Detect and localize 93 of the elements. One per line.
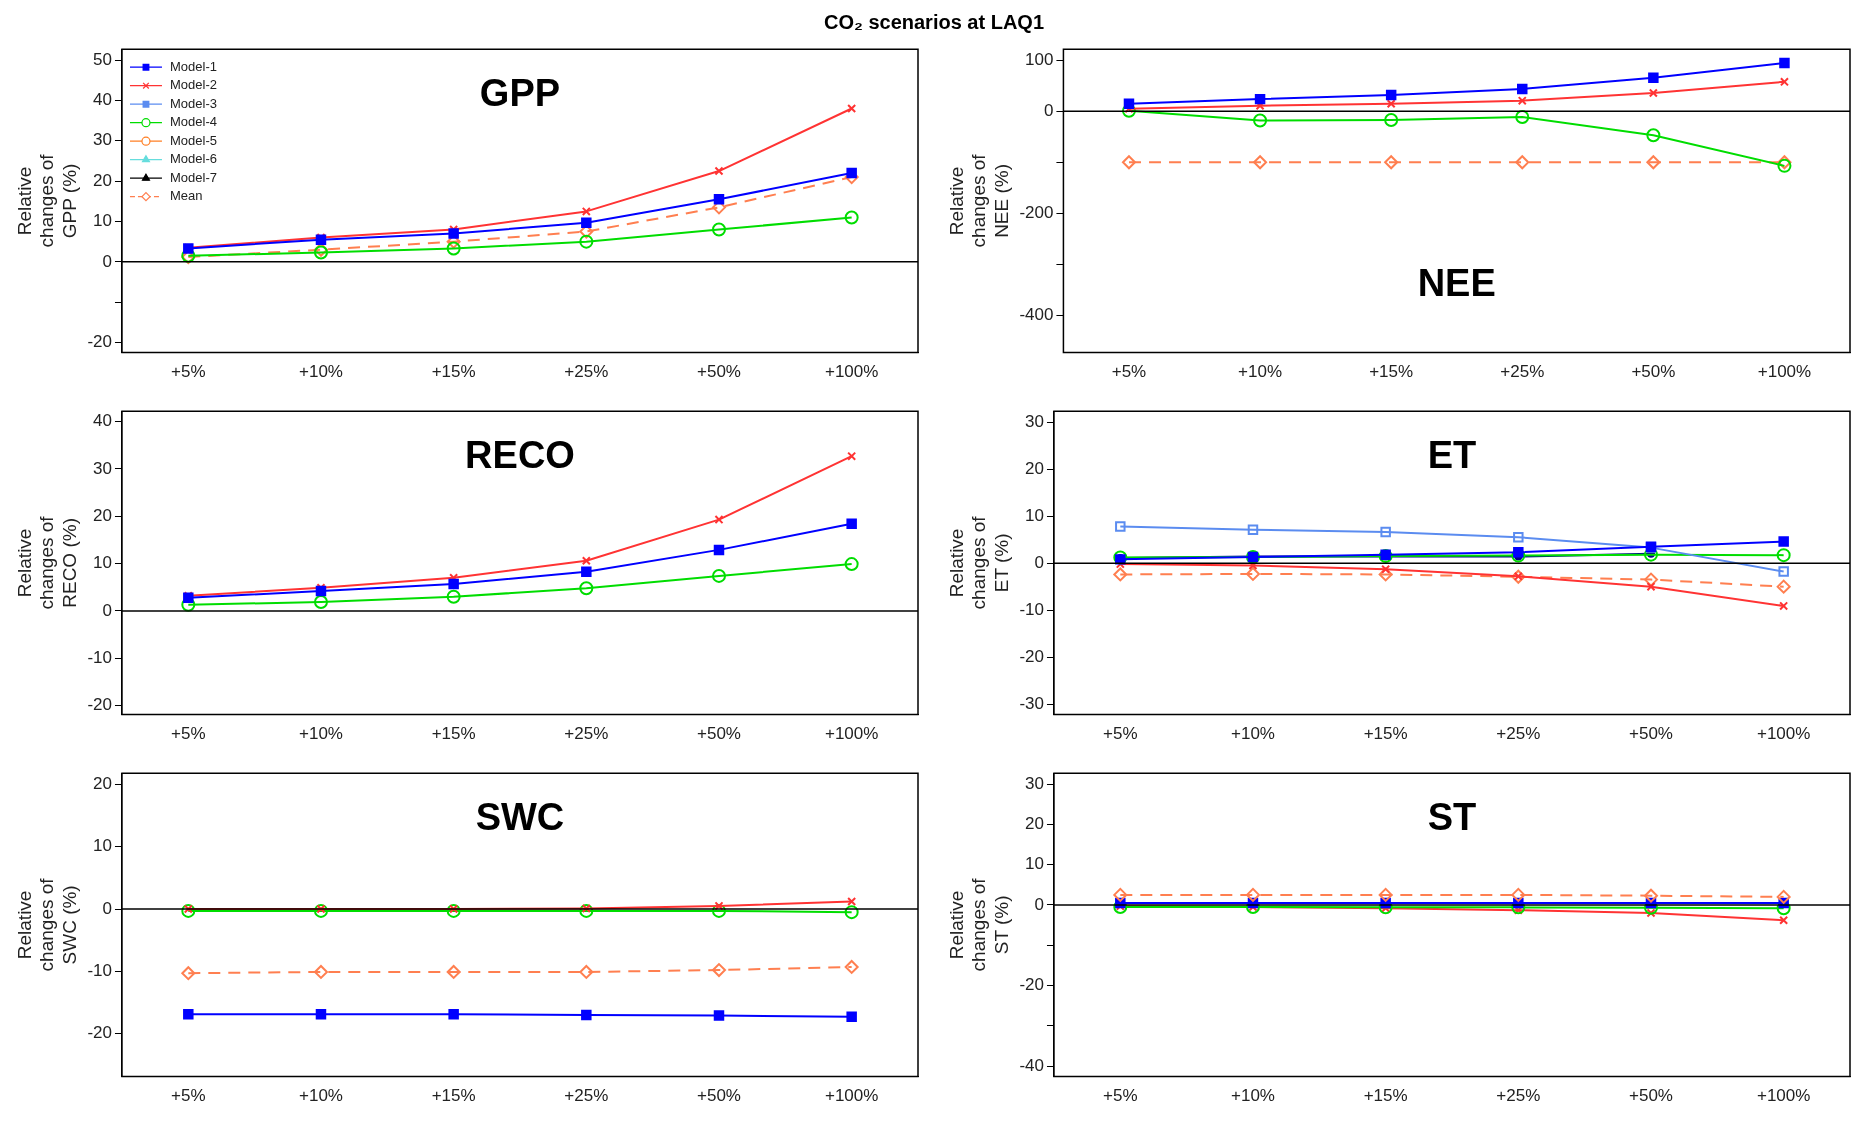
y-tick-label: 20 bbox=[1025, 458, 1044, 478]
x-tick-label: +10% bbox=[299, 724, 343, 744]
y-tick-label: 0 bbox=[102, 898, 112, 918]
y-tick-label: 0 bbox=[102, 251, 112, 271]
y-axis-title: Relative changes of GPP (%) bbox=[13, 153, 81, 248]
y-tick-label: 20 bbox=[1025, 814, 1044, 834]
y-tick-label: 10 bbox=[93, 836, 112, 856]
x-tick-label: +25% bbox=[1500, 362, 1545, 382]
text: RECO bbox=[465, 433, 575, 476]
x-tick-label: +100% bbox=[824, 362, 879, 382]
text: CO₂ scenarios at LAQ1 bbox=[822, 10, 1046, 35]
x-tick-label: +100% bbox=[1756, 724, 1811, 744]
x-tick-label: +25% bbox=[564, 362, 609, 382]
y-tick-label: 40 bbox=[93, 90, 112, 110]
y-tick-label: 30 bbox=[1025, 411, 1044, 431]
x-tick-label: +100% bbox=[1757, 362, 1812, 382]
x-tick-label: +50% bbox=[697, 1086, 741, 1106]
y-tick-label: 10 bbox=[1025, 854, 1044, 874]
text: ET bbox=[1427, 433, 1477, 476]
legend-label: Model-5 bbox=[169, 132, 217, 148]
text: NEE bbox=[1417, 262, 1496, 305]
legend-label: Model-3 bbox=[169, 95, 217, 111]
y-tick-label: -10 bbox=[1019, 599, 1044, 619]
y-tick-label: -20 bbox=[1019, 646, 1044, 666]
x-tick-label: +15% bbox=[1363, 1086, 1408, 1106]
y-tick-label: 30 bbox=[93, 130, 112, 150]
x-tick-label: +15% bbox=[1369, 362, 1414, 382]
x-tick-label: +50% bbox=[697, 362, 741, 382]
y-tick-label: -20 bbox=[87, 1023, 112, 1043]
x-tick-label: +50% bbox=[697, 724, 741, 744]
y-tick-label: -40 bbox=[1019, 1055, 1044, 1075]
y-axis-title: Relative changes of SWC (%) bbox=[13, 877, 81, 972]
x-tick-label: +5% bbox=[171, 724, 206, 744]
x-tick-label: +5% bbox=[1103, 724, 1138, 744]
text: GPP bbox=[479, 71, 561, 114]
y-tick-label: -400 bbox=[1019, 304, 1054, 324]
x-tick-label: +100% bbox=[824, 724, 879, 744]
y-tick-label: 30 bbox=[93, 458, 112, 478]
legend-label: Model-2 bbox=[169, 77, 217, 93]
x-tick-label: +15% bbox=[431, 724, 476, 744]
y-tick-label: 10 bbox=[93, 553, 112, 573]
y-tick-label: -20 bbox=[87, 695, 112, 715]
y-tick-label: -200 bbox=[1019, 202, 1054, 222]
x-tick-label: +5% bbox=[171, 362, 206, 382]
y-axis-title: Relative changes of RECO (%) bbox=[13, 515, 81, 610]
x-tick-label: +25% bbox=[564, 724, 609, 744]
legend-label: Model-4 bbox=[169, 114, 217, 130]
x-tick-label: +5% bbox=[1111, 362, 1147, 382]
x-tick-label: +15% bbox=[431, 362, 476, 382]
y-tick-label: 10 bbox=[93, 211, 112, 231]
x-tick-label: +10% bbox=[299, 1086, 343, 1106]
y-tick-label: 30 bbox=[1025, 773, 1044, 793]
y-tick-label: 20 bbox=[93, 170, 112, 190]
text: ST bbox=[1427, 795, 1477, 838]
legend-label: Model-1 bbox=[169, 58, 217, 74]
y-tick-label: -20 bbox=[87, 332, 112, 352]
x-tick-label: +15% bbox=[431, 1086, 476, 1106]
legend-label: Model-7 bbox=[169, 169, 217, 185]
y-tick-label: 0 bbox=[1034, 894, 1044, 914]
x-tick-label: +10% bbox=[1231, 1086, 1275, 1106]
y-tick-label: 10 bbox=[1025, 505, 1044, 525]
legend-label: Model-6 bbox=[169, 151, 217, 167]
x-tick-label: +50% bbox=[1629, 1086, 1673, 1106]
x-tick-label: +100% bbox=[1756, 1086, 1811, 1106]
x-tick-label: +50% bbox=[1629, 724, 1673, 744]
text: SWC bbox=[475, 795, 565, 838]
x-tick-label: +10% bbox=[1238, 362, 1283, 382]
y-tick-label: -10 bbox=[87, 961, 112, 980]
y-axis-title: Relative changes of NEE (%) bbox=[945, 153, 1013, 248]
y-tick-label: 0 bbox=[1034, 552, 1044, 572]
y-tick-label: 0 bbox=[102, 600, 112, 620]
y-tick-label: 20 bbox=[93, 505, 112, 525]
x-tick-label: +5% bbox=[1103, 1086, 1138, 1106]
x-tick-label: +25% bbox=[1496, 1086, 1541, 1106]
y-tick-label: 20 bbox=[93, 774, 112, 794]
y-axis-title: Relative changes of ET (%) bbox=[945, 515, 1013, 610]
y-tick-label: -20 bbox=[1019, 975, 1044, 995]
y-tick-label: 100 bbox=[1025, 50, 1054, 70]
x-tick-label: +10% bbox=[1231, 724, 1275, 744]
y-tick-label: 40 bbox=[93, 411, 112, 431]
y-tick-label: 0 bbox=[1043, 101, 1054, 121]
y-tick-label: 50 bbox=[93, 49, 112, 69]
y-tick-label: -30 bbox=[1019, 693, 1044, 713]
x-tick-label: +10% bbox=[299, 362, 343, 382]
x-tick-label: +25% bbox=[1496, 724, 1541, 744]
x-tick-label: +5% bbox=[171, 1086, 206, 1106]
x-tick-label: +15% bbox=[1363, 724, 1408, 744]
x-tick-label: +25% bbox=[564, 1086, 609, 1106]
x-tick-label: +50% bbox=[1631, 362, 1676, 382]
x-tick-label: +100% bbox=[824, 1086, 879, 1106]
legend-label: Mean bbox=[169, 188, 203, 204]
y-tick-label: -10 bbox=[87, 647, 112, 667]
y-axis-title: Relative changes of ST (%) bbox=[945, 877, 1013, 972]
